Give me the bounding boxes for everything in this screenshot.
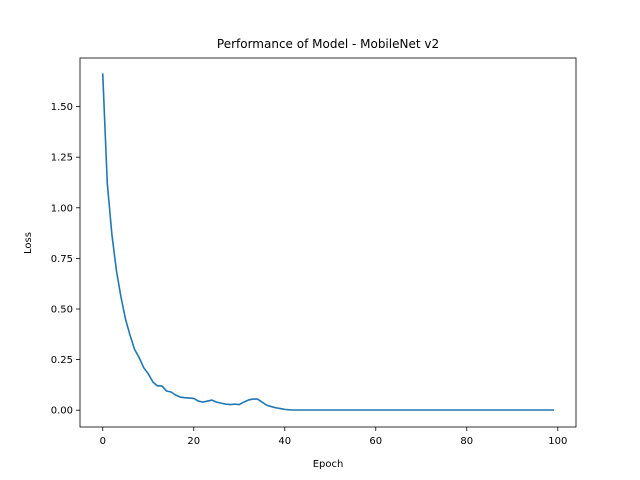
- x-axis-ticks: 0 20 40 60 80 100: [100, 427, 567, 447]
- x-tick-label: 60: [369, 436, 382, 447]
- y-axis-ticks: 0.00 0.25 0.50 0.75 1.00 1.25 1.50: [51, 102, 80, 417]
- y-axis-label: Loss: [23, 232, 34, 254]
- y-tick-label: 1.00: [51, 203, 73, 214]
- x-axis-label: Epoch: [313, 459, 344, 470]
- y-tick-label: 0.00: [51, 406, 73, 417]
- x-tick-label: 80: [460, 436, 473, 447]
- y-tick-label: 0.50: [51, 304, 73, 315]
- y-tick-label: 0.25: [51, 355, 73, 366]
- x-tick-label: 20: [187, 436, 200, 447]
- loss-series-line: [101, 73, 555, 411]
- plot-area-frame: [79, 57, 577, 428]
- x-tick-label: 100: [548, 436, 567, 447]
- chart-title: Performance of Model - MobileNet v2: [217, 37, 439, 51]
- y-tick-label: 1.50: [51, 102, 73, 113]
- x-tick-label: 40: [278, 436, 291, 447]
- y-tick-label: 0.75: [51, 254, 73, 265]
- y-tick-label: 1.25: [51, 153, 73, 164]
- x-tick-label: 0: [100, 436, 106, 447]
